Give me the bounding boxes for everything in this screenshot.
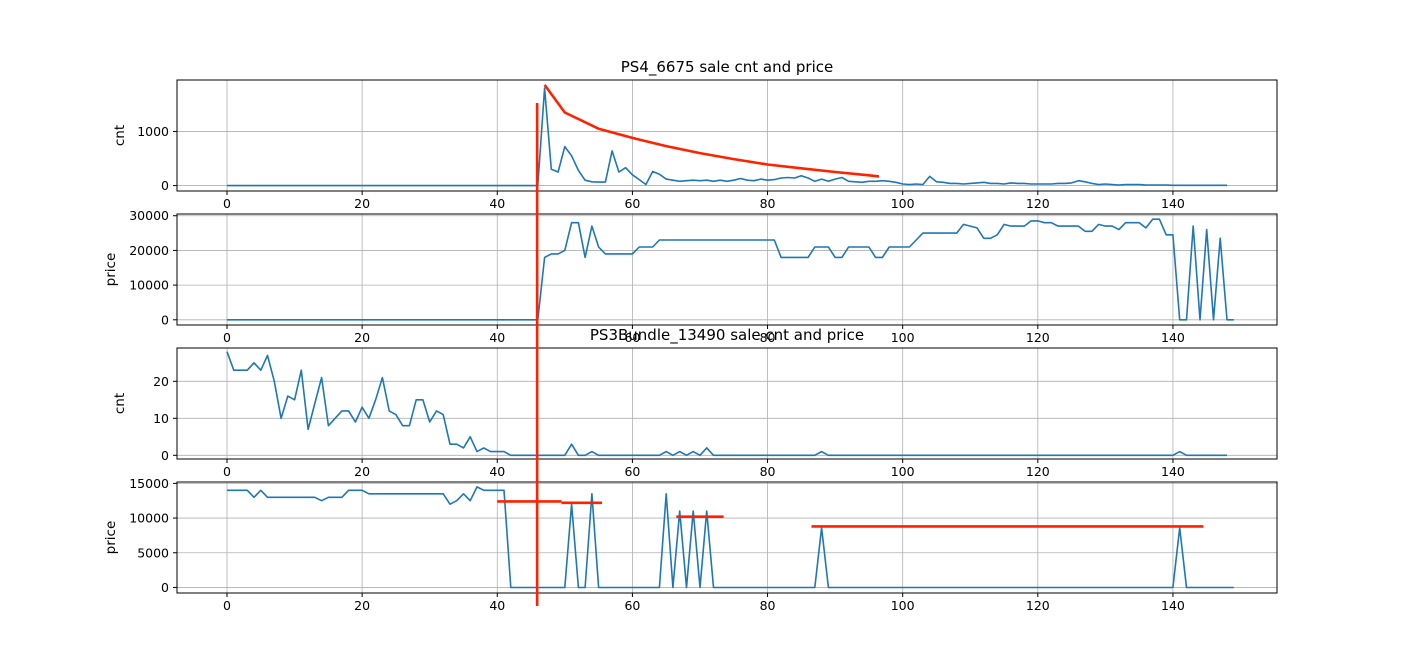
- title-bottom: PS3Bundle_13490 sale cnt and price: [590, 326, 864, 345]
- x-tick-label: 20: [354, 464, 370, 479]
- series-line: [227, 218, 1234, 321]
- x-tick-label: 40: [489, 598, 505, 613]
- x-tick-label: 140: [1161, 464, 1185, 479]
- x-tick-label: 20: [354, 330, 370, 345]
- x-tick-label: 100: [891, 598, 915, 613]
- x-tick-label: 140: [1161, 196, 1185, 211]
- x-tick-label: 60: [624, 598, 640, 613]
- decay-curve-annotation: [543, 84, 880, 178]
- x-tick-label: 120: [1026, 196, 1050, 211]
- x-tick-label: 60: [624, 464, 640, 479]
- y-tick-label: 1000: [137, 124, 169, 139]
- y-tick-label: 10000: [129, 511, 169, 526]
- series-line: [227, 87, 1227, 187]
- panel-2: 0 20 40 60 80 100 120 140 0 10000 20000 30000 price: [103, 208, 1278, 345]
- panel-1: 0 20 40 60 80 100 120 140 0 1000 cnt: [112, 79, 1278, 211]
- series-line: [227, 486, 1234, 589]
- y-tick-label: 0: [161, 580, 169, 595]
- y-tick-label: 0: [161, 312, 169, 327]
- annotation-overlay: [497, 84, 1204, 606]
- y-tick-label: 10000: [129, 278, 169, 293]
- title-top: PS4_6675 sale cnt and price: [621, 58, 833, 77]
- y-tick-label: 20000: [129, 243, 169, 258]
- x-tick-label: 20: [354, 196, 370, 211]
- x-tick-label: 40: [489, 464, 505, 479]
- y-tick-label: 0: [161, 448, 169, 463]
- y-axis-label: cnt: [112, 125, 128, 146]
- x-tick-label: 40: [489, 196, 505, 211]
- x-tick-label: 0: [223, 464, 231, 479]
- x-tick-label: 80: [760, 598, 776, 613]
- x-tick-label: 140: [1161, 330, 1185, 345]
- x-tick-label: 40: [489, 330, 505, 345]
- x-tick-label: 20: [354, 598, 370, 613]
- y-axis-label: price: [103, 521, 119, 555]
- x-tick-label: 0: [223, 598, 231, 613]
- y-tick-label: 5000: [137, 545, 169, 560]
- axes-frame: [176, 347, 1278, 460]
- x-tick-label: 140: [1161, 598, 1185, 613]
- y-axis-label: cnt: [112, 393, 128, 414]
- y-tick-label: 30000: [129, 208, 169, 223]
- axes-frame: [176, 213, 1278, 326]
- series-line: [226, 351, 1227, 457]
- x-tick-label: 0: [223, 196, 231, 211]
- x-tick-label: 60: [624, 330, 640, 345]
- x-tick-label: 0: [223, 330, 231, 345]
- x-tick-label: 60: [624, 196, 640, 211]
- x-tick-label: 100: [891, 464, 915, 479]
- x-tick-label: 80: [760, 330, 776, 345]
- x-tick-label: 120: [1026, 598, 1050, 613]
- panel-3: 0 20 40 60 80 100 120 140 0 10 20 cnt: [112, 347, 1278, 479]
- panel-4: 0 20 40 60 80 100 120 140 0 5000 10000 15000 price: [103, 476, 1278, 613]
- y-tick-label: 0: [161, 178, 169, 193]
- y-axis-label: price: [103, 253, 119, 287]
- x-tick-label: 100: [891, 196, 915, 211]
- x-tick-label: 80: [760, 196, 776, 211]
- y-tick-label: 15000: [129, 476, 169, 491]
- axes-frame: [176, 481, 1278, 594]
- y-tick-label: 20: [153, 374, 169, 389]
- x-tick-label: 120: [1026, 464, 1050, 479]
- x-tick-label: 80: [760, 464, 776, 479]
- x-tick-label: 100: [891, 330, 915, 345]
- y-tick-label: 10: [153, 411, 169, 426]
- axes-frame: [176, 79, 1278, 192]
- x-tick-label: 120: [1026, 330, 1050, 345]
